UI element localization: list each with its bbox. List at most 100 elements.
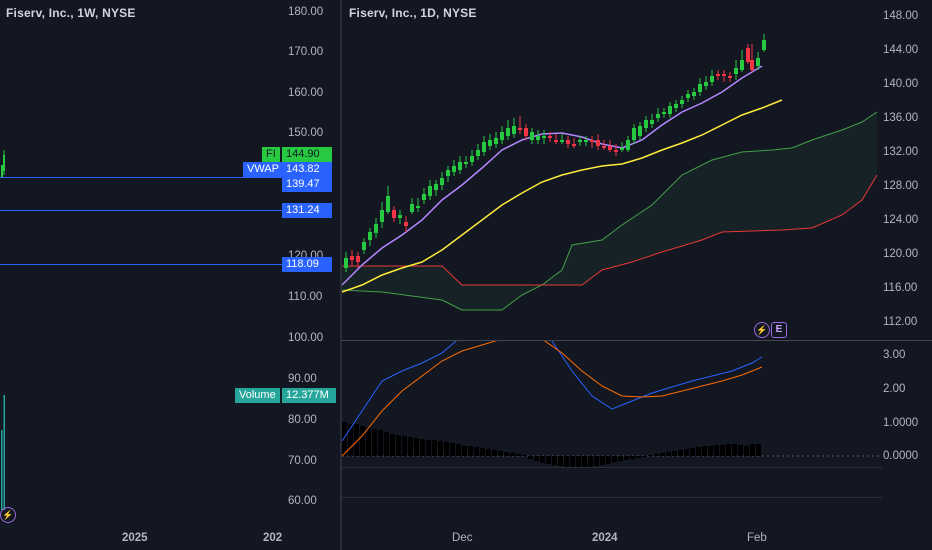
lightning-icon[interactable]: ⚡ bbox=[754, 322, 770, 338]
level2-tag: 118.09 bbox=[282, 257, 332, 272]
histogram-bar bbox=[534, 456, 539, 461]
signal-line bbox=[342, 341, 763, 457]
histogram-bar bbox=[516, 454, 521, 456]
histogram-bar bbox=[510, 453, 515, 456]
price-candle bbox=[638, 126, 642, 136]
price-candle bbox=[590, 140, 594, 142]
histogram-bar bbox=[588, 456, 593, 467]
cloud-line-green bbox=[342, 111, 878, 311]
histogram-bar bbox=[630, 456, 635, 459]
histogram-bar bbox=[432, 440, 437, 456]
right-price-tick: 124.00 bbox=[883, 214, 919, 226]
price-candle bbox=[536, 136, 540, 140]
price-candle bbox=[368, 232, 372, 240]
histogram-bar bbox=[474, 447, 479, 456]
price-candle bbox=[416, 206, 420, 208]
vwap-value2-tag: 139.47 bbox=[282, 177, 332, 192]
histogram-bar bbox=[420, 439, 425, 456]
left-price-tick: 180.00 bbox=[288, 6, 324, 18]
left-price-tick: 100.00 bbox=[288, 332, 324, 344]
price-candle bbox=[762, 40, 766, 50]
price-candle bbox=[650, 120, 654, 124]
price-candle bbox=[674, 104, 678, 108]
price-candle bbox=[458, 162, 462, 170]
indicator-bottom-line bbox=[342, 467, 882, 468]
price-candle bbox=[500, 132, 504, 140]
histogram-bar bbox=[648, 455, 653, 456]
right-time-tick: Dec bbox=[452, 532, 473, 544]
price-candle bbox=[716, 74, 720, 76]
price-candle bbox=[452, 166, 456, 172]
price-candle bbox=[632, 128, 636, 140]
histogram-bar bbox=[564, 456, 569, 467]
price-candle bbox=[566, 140, 570, 144]
histogram-bar bbox=[486, 449, 491, 456]
histogram-bar bbox=[438, 441, 443, 456]
histogram-bar bbox=[396, 435, 401, 456]
price-candle bbox=[410, 204, 414, 212]
price-candle bbox=[512, 126, 516, 134]
slow-moving-average bbox=[342, 99, 783, 293]
earnings-badge-icon[interactable]: E bbox=[771, 322, 787, 338]
price-candle bbox=[746, 48, 750, 62]
right-price-tick: 128.00 bbox=[883, 180, 919, 192]
histogram-bar bbox=[462, 446, 467, 456]
left-volume-bars bbox=[1, 395, 5, 510]
indicator-divider[interactable] bbox=[342, 340, 932, 341]
price-candle bbox=[548, 136, 552, 138]
left-time-tick: 202 bbox=[263, 532, 283, 544]
histogram-bar bbox=[594, 456, 599, 466]
histogram-bar bbox=[348, 424, 353, 456]
price-candle bbox=[686, 94, 690, 98]
right-price-tick: 148.00 bbox=[883, 10, 919, 22]
price-candle bbox=[662, 112, 666, 114]
histogram-bar bbox=[540, 456, 545, 463]
indicator-tick: 3.00 bbox=[883, 349, 906, 361]
histogram-bar bbox=[498, 451, 503, 456]
left-price-tick: 60.00 bbox=[288, 495, 317, 507]
symbol-tag: FI bbox=[262, 147, 280, 162]
price-candle bbox=[518, 128, 522, 130]
lightning-icon[interactable]: ⚡ bbox=[0, 507, 16, 523]
cloud-line-red bbox=[342, 174, 878, 286]
price-candle bbox=[374, 224, 378, 233]
histogram-bar bbox=[390, 434, 395, 456]
price-candle bbox=[398, 215, 402, 218]
left-candle bbox=[3, 155, 5, 171]
daily-price-chart[interactable] bbox=[342, 0, 882, 340]
histogram-bar bbox=[618, 456, 623, 461]
price-candle bbox=[750, 60, 754, 70]
histogram-bar bbox=[606, 456, 611, 464]
ichimoku-cloud bbox=[342, 112, 877, 310]
level-line-2 bbox=[0, 264, 282, 265]
price-candle bbox=[404, 222, 408, 226]
histogram-bar bbox=[666, 452, 671, 456]
price-candle bbox=[602, 146, 606, 148]
price-candle bbox=[584, 140, 588, 142]
left-candle bbox=[1, 165, 3, 177]
price-candle bbox=[560, 140, 564, 142]
price-candle bbox=[482, 142, 486, 152]
price-candle bbox=[704, 82, 708, 86]
histogram-bar bbox=[402, 436, 407, 456]
histogram-bar bbox=[654, 454, 659, 456]
indicator-tick: 2.00 bbox=[883, 383, 906, 395]
fast-moving-average bbox=[342, 65, 763, 286]
price-candle bbox=[710, 76, 714, 82]
indicator-pane[interactable] bbox=[342, 341, 882, 471]
price-candle bbox=[464, 162, 468, 164]
histogram-bar bbox=[678, 450, 683, 456]
histogram-bar bbox=[354, 424, 359, 456]
price-candle bbox=[422, 194, 426, 200]
price-candle bbox=[440, 178, 444, 185]
histogram-bar bbox=[672, 451, 677, 456]
pane-divider[interactable] bbox=[340, 0, 342, 550]
price-candle bbox=[680, 100, 684, 104]
histogram-bar bbox=[642, 456, 647, 457]
histogram-bar bbox=[756, 444, 761, 456]
histogram-bar bbox=[546, 456, 551, 464]
price-candle bbox=[722, 74, 726, 76]
volume-bar bbox=[3, 395, 5, 510]
histogram-bar bbox=[636, 456, 641, 458]
right-time-tick: Feb bbox=[747, 532, 767, 544]
